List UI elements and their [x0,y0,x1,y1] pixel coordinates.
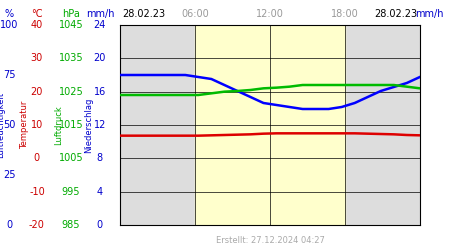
Text: 12: 12 [94,120,106,130]
Text: 24: 24 [94,20,106,30]
Text: 75: 75 [3,70,15,80]
Text: mm/h: mm/h [86,9,114,19]
Text: 1015: 1015 [59,120,83,130]
Text: 10: 10 [31,120,43,130]
Text: 20: 20 [94,53,106,63]
Text: 18:00: 18:00 [331,9,359,19]
Text: 0: 0 [34,153,40,163]
Text: 50: 50 [3,120,15,130]
Text: Erstellt: 27.12.2024 04:27: Erstellt: 27.12.2024 04:27 [216,236,324,245]
Text: -20: -20 [29,220,45,230]
Text: Niederschlag: Niederschlag [85,97,94,153]
Text: hPa: hPa [62,9,80,19]
Text: 40: 40 [31,20,43,30]
Text: 8: 8 [97,153,103,163]
Text: 100: 100 [0,20,18,30]
Text: 16: 16 [94,87,106,97]
Text: 1035: 1035 [59,53,83,63]
Text: 28.02.23: 28.02.23 [122,9,166,19]
Text: 20: 20 [31,87,43,97]
Text: Luftfeuchtigkeit: Luftfeuchtigkeit [0,92,5,158]
Text: 1005: 1005 [59,153,83,163]
Text: -10: -10 [29,187,45,197]
Text: 1045: 1045 [59,20,83,30]
Text: 30: 30 [31,53,43,63]
Text: 985: 985 [62,220,81,230]
Text: 4: 4 [97,187,103,197]
Text: Luftdruck: Luftdruck [54,105,63,145]
Text: 0: 0 [6,220,12,230]
Text: mm/h: mm/h [415,9,444,19]
Text: 25: 25 [3,170,15,180]
Text: %: % [4,9,13,19]
Text: 0: 0 [97,220,103,230]
Bar [195,25,345,225]
Text: 28.02.23: 28.02.23 [374,9,418,19]
Text: 06:00: 06:00 [181,9,209,19]
Text: 995: 995 [62,187,81,197]
Text: Temperatur: Temperatur [20,101,29,149]
Text: °C: °C [31,9,43,19]
Text: 12:00: 12:00 [256,9,284,19]
Text: 1025: 1025 [58,87,84,97]
